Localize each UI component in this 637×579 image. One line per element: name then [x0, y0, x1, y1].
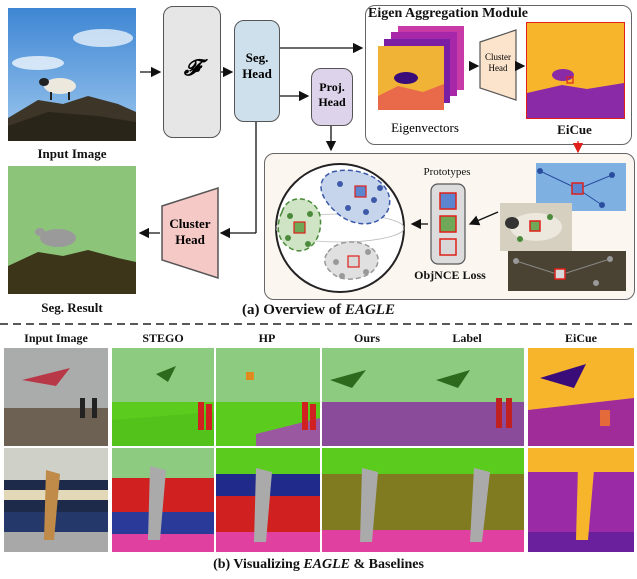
- col-stego: STEGO: [142, 331, 184, 345]
- eigenvector-stack: [378, 26, 468, 126]
- overview-caption-prefix: (a) Overview of: [242, 302, 345, 318]
- eicue-label: EiCue: [557, 122, 592, 137]
- proj-head-box: [311, 68, 353, 126]
- eicue-output-image: [526, 22, 625, 119]
- seg-head-label: Seg. Head: [242, 50, 272, 81]
- seg-result-image: [8, 166, 136, 294]
- eigen-module-panel: [365, 5, 632, 145]
- prototype-stack: [430, 183, 466, 265]
- overview-caption: (a) Overview of EAGLE: [0, 302, 637, 319]
- small-cluster-head-label: Cluster Head: [485, 52, 511, 73]
- objnce-label: ObjNCE Loss: [414, 268, 486, 282]
- seg-result-label: Seg. Result: [41, 300, 103, 315]
- comparison-caption-emph: EAGLE: [303, 557, 351, 572]
- col-label: Label: [452, 331, 482, 345]
- backbone-box: [163, 6, 221, 138]
- seg-head-box: [234, 20, 280, 122]
- overview-caption-emph: EAGLE: [344, 302, 395, 318]
- col-input-image: Input Image: [24, 331, 88, 345]
- comparison-caption-suffix: & Baselines: [350, 557, 424, 572]
- comparison-caption: (b) Visualizing EAGLE & Baselines: [0, 557, 637, 573]
- col-ours: Ours: [353, 331, 380, 345]
- prototypes-label: Prototypes: [423, 166, 471, 178]
- eigen-module-title: Eigen Aggregation Module: [368, 6, 528, 21]
- comparison-caption-prefix: (b) Visualizing: [213, 557, 304, 572]
- patch-collage: [500, 163, 628, 293]
- input-image-label: Input Image: [37, 146, 107, 161]
- backbone-symbol: 𝓕: [183, 55, 201, 80]
- embedding-sphere: [270, 160, 410, 295]
- input-image: [8, 8, 136, 141]
- proj-head-label: Proj. Head: [318, 80, 346, 109]
- eigenvectors-label: Eigenvectors: [391, 120, 459, 135]
- col-hp: HP: [258, 331, 276, 345]
- col-eicue: EiCue: [564, 331, 597, 345]
- cluster-head-label: Cluster Head: [169, 216, 211, 247]
